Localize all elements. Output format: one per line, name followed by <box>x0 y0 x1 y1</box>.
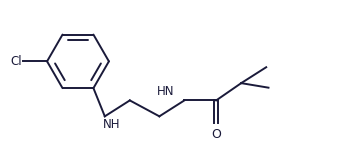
Text: Cl: Cl <box>10 55 22 68</box>
Text: NH: NH <box>103 118 120 131</box>
Text: HN: HN <box>157 85 174 98</box>
Text: O: O <box>211 128 221 141</box>
